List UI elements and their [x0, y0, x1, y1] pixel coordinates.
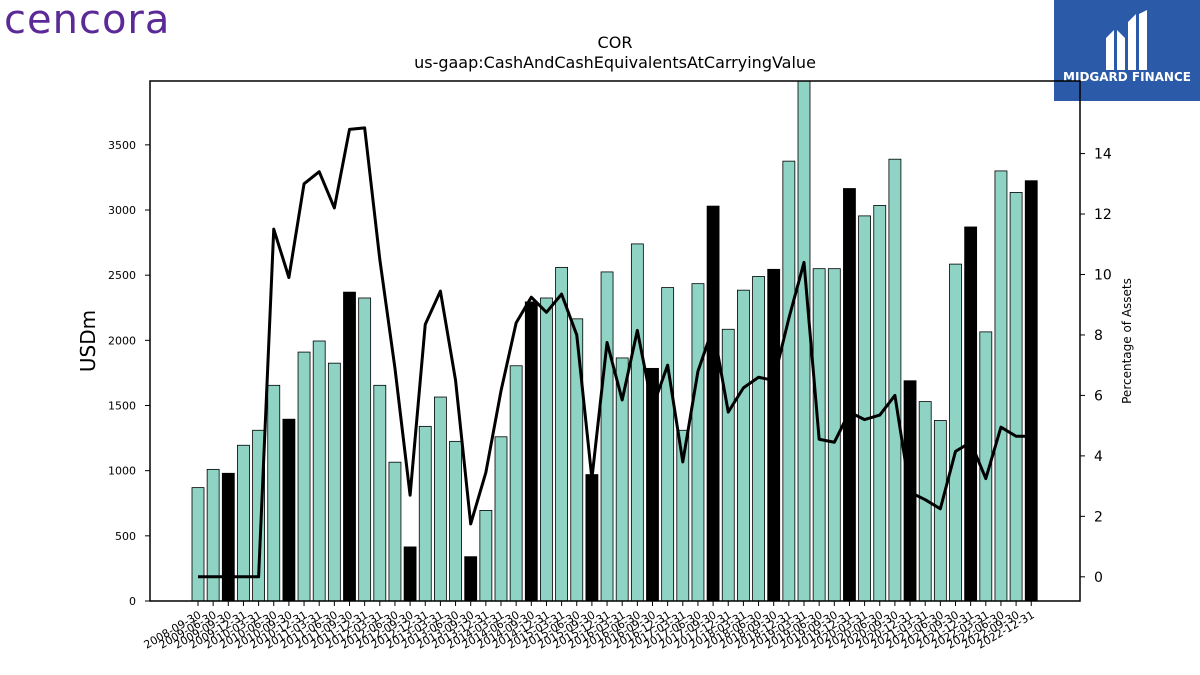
bar-2017-06-30	[691, 283, 705, 602]
bar-2014-09-30	[524, 301, 538, 602]
bar-2018-12-31	[782, 160, 796, 602]
chart-subtitle: us-gaap:CashAndCashEquivalentsAtCarrying…	[414, 53, 816, 72]
bar-2019-03-31	[797, 80, 811, 602]
bar-2009-09-30	[221, 472, 235, 602]
cencora-logo: cencora	[4, 0, 171, 43]
bar-2020-09-30	[888, 158, 902, 602]
bar-2018-03-31	[737, 289, 750, 602]
bar-2019-12-31	[843, 188, 856, 602]
y2-axis-label: Percentage of Assets	[1120, 278, 1134, 404]
bar-2020-03-31	[858, 215, 871, 602]
plot-frame	[149, 80, 1081, 602]
y2-tick-label: 14	[1094, 147, 1112, 163]
y-tick-label: 3000	[108, 204, 136, 217]
bar-2014-03-31	[494, 436, 508, 602]
bar-2021-06-30	[933, 420, 947, 602]
bar-2015-03-31	[555, 266, 568, 602]
y-tick-label: 2000	[108, 334, 136, 347]
y2-tick-label: 10	[1094, 267, 1112, 283]
chart-title: COR	[598, 33, 633, 52]
bar-2014-06-30	[509, 365, 523, 602]
bar-2022-09-30	[1009, 192, 1023, 602]
bar-2010-09-30	[282, 418, 296, 602]
y2-tick-label: 6	[1094, 388, 1103, 404]
y2-tick-label: 4	[1094, 449, 1103, 465]
bar-2017-12-31	[721, 328, 735, 602]
bar-2021-12-31	[964, 226, 978, 602]
bar-2018-09-30	[767, 268, 781, 602]
y-tick-label: 2500	[108, 269, 136, 282]
midgard-finance-logo: MIDGARD FINANCE	[1054, 0, 1200, 101]
bar-2022-12-31	[1024, 180, 1038, 602]
y-tick-label: 0	[129, 595, 136, 608]
bar-2015-09-30	[585, 474, 599, 602]
bar-2013-06-30	[449, 440, 462, 602]
bar-2014-12-31	[540, 297, 553, 602]
midgard-finance-mark-icon	[1106, 10, 1147, 70]
bar-2017-09-30	[706, 205, 720, 602]
bar-2011-12-31	[358, 297, 372, 602]
bar-2012-12-31	[418, 425, 432, 602]
bar-2015-12-31	[600, 271, 614, 602]
bar-2012-09-30	[403, 546, 417, 602]
percentage-line	[198, 126, 1032, 579]
bar-2009-06-30	[206, 468, 220, 602]
bar-2016-12-31	[661, 287, 675, 602]
bar-2012-06-30	[388, 461, 402, 602]
bar-2013-09-30	[464, 556, 478, 602]
y-tick-label: 3500	[108, 139, 136, 152]
bar-2010-12-31	[297, 351, 311, 602]
bar-2021-09-30	[949, 263, 962, 602]
y-tick-label: 1000	[108, 465, 136, 478]
bar-2012-03-31	[373, 384, 387, 602]
bar-2013-12-31	[479, 510, 493, 602]
bar-2018-06-30	[752, 276, 765, 602]
bar-2022-06-30	[994, 170, 1008, 602]
bar-2011-06-30	[327, 362, 341, 602]
y-axis-label: USDm	[76, 310, 100, 372]
bar-2011-09-30	[343, 291, 356, 602]
y-tick-label: 500	[115, 530, 136, 543]
bar-2013-03-31	[433, 396, 447, 602]
bar-2016-06-30	[630, 243, 644, 602]
bar-2008-09-30	[191, 487, 205, 602]
midgard-finance-wordmark: MIDGARD FINANCE	[1063, 70, 1191, 84]
bar-2011-03-31	[312, 340, 326, 602]
y2-tick-label: 0	[1094, 570, 1103, 586]
y-tick-label: 1500	[108, 400, 136, 413]
bar-2020-06-30	[873, 205, 887, 602]
y2-tick-label: 8	[1094, 328, 1103, 344]
y2-tick-label: 12	[1094, 207, 1112, 223]
y2-tick-label: 2	[1094, 509, 1103, 525]
bar-2010-06-30	[267, 384, 281, 602]
